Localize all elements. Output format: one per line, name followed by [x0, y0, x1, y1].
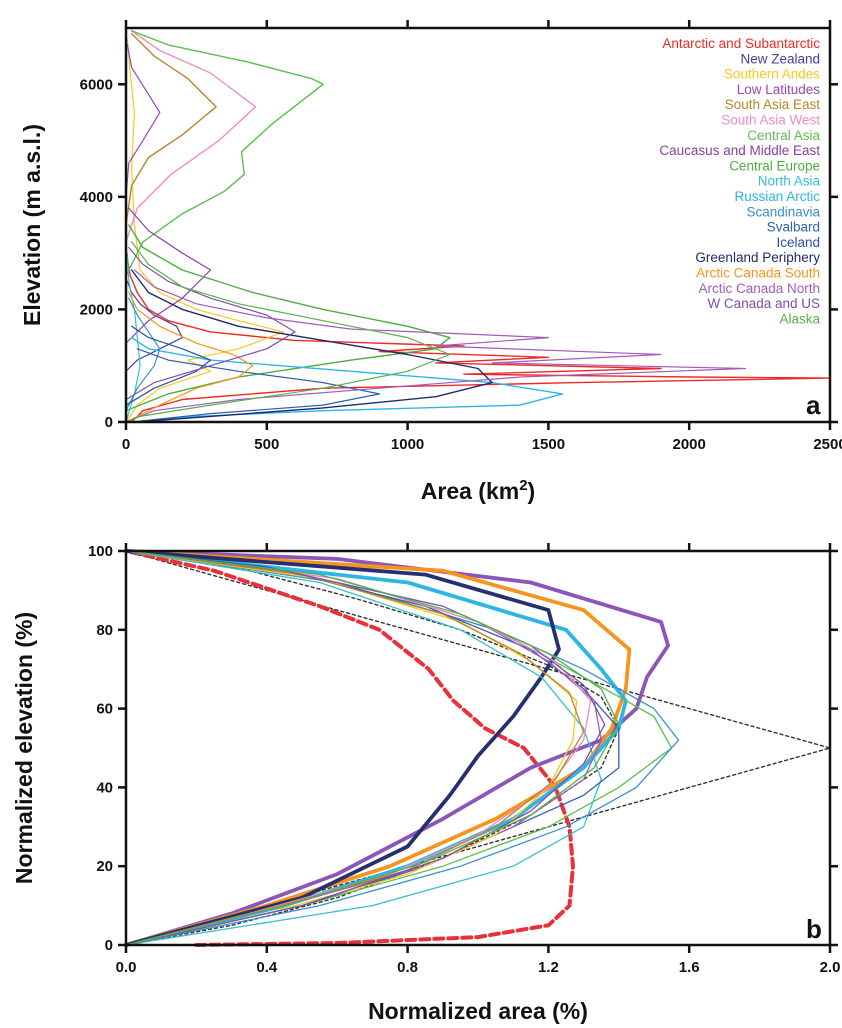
x-tick-label-b: 0.8: [397, 959, 418, 976]
series-line-a-south-asia-west: [125, 30, 257, 243]
y-tick-label-b: 80: [96, 622, 113, 639]
legend-entry-south-asia-east: South Asia East: [725, 97, 821, 112]
y-tick-label-a: 0: [105, 414, 113, 431]
series-line-a-arctic-canada-south: [125, 291, 254, 423]
y-axis-title-b: Normalized elevation (%): [11, 612, 37, 884]
series-line-a-new-zealand: [125, 280, 183, 372]
panel-label-a: a: [806, 390, 821, 420]
legend-entry-north-asia: North Asia: [758, 174, 821, 189]
series-line-a-central-asia: [125, 30, 324, 277]
legend-entry-iceland: Iceland: [776, 235, 820, 250]
series-line-a-greenland-periphery: [130, 269, 493, 423]
legend-entry-central-europe: Central Europe: [729, 158, 820, 173]
legend-entry-scandinavia: Scandinavia: [746, 204, 820, 219]
panel-b: 0.0 0.4 0.8 1.2 1.6 2.0 0 20 40 60 80 100 b Normali…: [11, 543, 840, 1024]
y-tick-label-b: 60: [96, 701, 113, 718]
series-line-b-13: [125, 550, 578, 946]
series-line-a-svalbard: [131, 348, 380, 423]
x-tick-label-a: 2000: [673, 436, 706, 453]
x-tick-label-a: 0: [122, 436, 130, 453]
legend-entry-alaska: Alaska: [779, 311, 820, 326]
y-tick-label-b: 40: [96, 779, 113, 796]
series-line-a-alaska: [125, 241, 451, 423]
x-axis-title-b: Normalized area (%): [368, 998, 588, 1024]
legend-entry-central-asia: Central Asia: [747, 128, 820, 143]
series-line-b-3: [124, 549, 575, 947]
legend-entry-southern-andes: Southern Andes: [724, 67, 820, 82]
legend-entry-russian-arctic: Russian Arctic: [734, 189, 820, 204]
legend-entry-w-canada-and-us: W Canada and US: [707, 296, 820, 311]
x-tick-label-a: 1500: [532, 436, 565, 453]
panel-label-b: b: [806, 914, 822, 944]
series-line-a-scandinavia: [125, 297, 161, 412]
series-line-a-w-canada-and-us: [125, 246, 296, 401]
series-line-a-russian-arctic: [130, 336, 564, 423]
y-axis-title-a: Elevation (m a.s.l.): [19, 124, 45, 326]
series-line-b-4: [124, 549, 670, 947]
series-line-a-antarctic-and-subantarctic: [126, 258, 831, 423]
legend-entry-svalbard: Svalbard: [767, 220, 820, 235]
plot-area-b: [124, 549, 831, 947]
y-tick-label-b: 20: [96, 858, 113, 875]
series-line-b-6: [124, 549, 628, 947]
series-line-b-17: [125, 550, 620, 946]
series-line-a-arctic-canada-north: [125, 269, 747, 423]
x-tick-label-b: 0.0: [116, 959, 137, 976]
x-tick-label-a: 1000: [391, 436, 424, 453]
legend-entry-greenland-periphery: Greenland Periphery: [695, 250, 820, 265]
series-line-b-1: [125, 550, 831, 946]
legend-entry-arctic-canada-north: Arctic Canada North: [698, 281, 820, 296]
x-axis-title-a: Area (km2): [421, 477, 535, 504]
legend-entry-caucasus-and-middle-east: Caucasus and Middle East: [659, 143, 820, 158]
series-line-b-10: [125, 550, 602, 946]
x-tick-label-b: 0.4: [256, 959, 278, 976]
panel-b-frame: [124, 549, 832, 947]
series-line-b-11: [125, 550, 620, 946]
y-tick-label-b: 100: [88, 543, 113, 560]
panel-a-frame: [124, 26, 832, 424]
legend-entry-arctic-canada-south: Arctic Canada South: [696, 266, 820, 281]
legend-entry-antarctic-and-subantarctic: Antarctic and Subantarctic: [662, 36, 820, 51]
y-tick-label-a: 6000: [80, 76, 113, 93]
x-tick-label-b: 1.2: [538, 959, 559, 976]
ticks-b: 0.0 0.4 0.8 1.2 1.6 2.0 0 20 40 60 80 100: [88, 543, 840, 976]
series-line-a-caucasus-and-middle-east: [125, 207, 212, 344]
x-tick-label-a: 500: [254, 436, 279, 453]
series-line-a-low-latitudes: [125, 44, 161, 198]
x-tick-label-b: 1.6: [679, 959, 700, 976]
y-tick-label-a: 4000: [80, 189, 113, 206]
y-tick-label-a: 2000: [80, 301, 113, 318]
series-line-b-7: [124, 549, 561, 947]
x-tick-label-b: 2.0: [820, 959, 841, 976]
legend-entry-new-zealand: New Zealand: [740, 51, 820, 66]
legend-entry-south-asia-west: South Asia West: [721, 113, 820, 128]
series-line-b-15: [125, 550, 585, 946]
series-line-a-southern-andes: [125, 38, 285, 423]
legend-entry-low-latitudes: Low Latitudes: [737, 82, 821, 97]
plot-area-a: [125, 30, 831, 423]
series-line-a-iceland: [125, 325, 212, 406]
y-tick-label-b: 0: [105, 937, 113, 954]
series-line-a-south-asia-east: [125, 32, 217, 226]
series-line-b-5: [124, 549, 632, 947]
